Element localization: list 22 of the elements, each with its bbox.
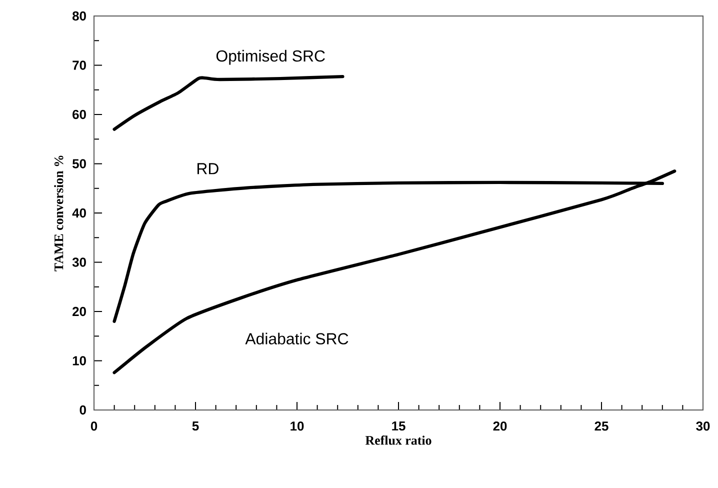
y-tick-label: 30 xyxy=(72,258,86,267)
x-axis-title: Reflux ratio xyxy=(365,436,432,445)
series-label: RD xyxy=(197,163,218,174)
x-tick-label: 20 xyxy=(493,422,507,431)
y-tick-label: 80 xyxy=(72,11,86,21)
x-tick-label: 5 xyxy=(192,422,199,431)
y-tick-label: 70 xyxy=(72,60,86,70)
y-axis-title: TAME conversion % xyxy=(54,156,64,272)
x-tick-label: 25 xyxy=(594,422,608,431)
x-tick-label: 0 xyxy=(90,422,98,431)
line-series xyxy=(112,74,344,131)
y-tick-label: 40 xyxy=(72,208,86,218)
series-label: Optimised SRC xyxy=(216,50,325,65)
y-tick-label: 60 xyxy=(72,110,86,120)
y-tick-label: 10 xyxy=(72,356,86,366)
x-tick-label: 30 xyxy=(696,422,710,431)
y-tick-label: 20 xyxy=(72,306,86,316)
y-tick-label: 50 xyxy=(72,159,86,168)
x-tick-label: 15 xyxy=(392,422,406,431)
x-tick-label: 10 xyxy=(290,422,304,431)
text: Adiabatic SRC xyxy=(245,332,348,344)
y-tick-label: 0 xyxy=(80,405,86,415)
